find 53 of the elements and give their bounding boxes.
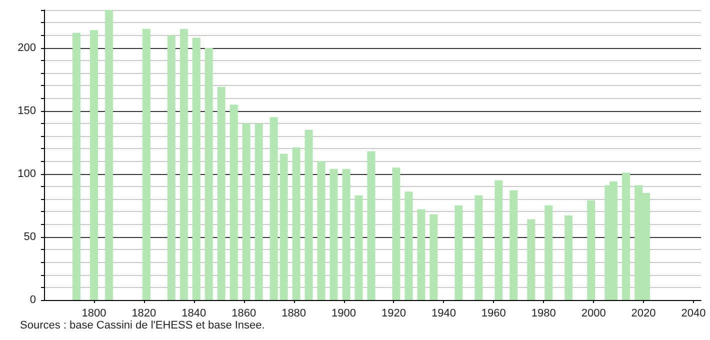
bar [622,172,630,300]
x-tick-label: 1960 [481,308,506,320]
bar [254,123,263,300]
bar [90,30,98,300]
bar [317,161,326,300]
bar [587,200,596,300]
bar [342,168,350,300]
y-tick-label: 200 [18,42,36,54]
bar [72,32,80,300]
x-tick-label: 1880 [282,308,306,320]
bar [280,154,288,300]
x-tick-label: 2040 [681,308,706,320]
y-tick-label: 50 [24,230,36,243]
x-tick-label: 1840 [182,308,206,320]
bar [142,28,150,300]
x-tick-label: 2000 [581,308,606,320]
bar [417,209,426,300]
bar [304,130,313,300]
bar [292,147,300,300]
source-note: Sources : base Cassini de l'EHESS et base Insee. [20,320,265,332]
bar [204,48,213,300]
bar [544,205,553,300]
x-tick-label: 1800 [82,308,106,320]
y-tick-label: 150 [18,104,36,117]
bar [242,123,250,300]
bar [564,216,573,300]
bar [430,214,438,300]
x-tick-label: 2020 [631,308,656,320]
x-tick-label: 1980 [531,308,556,320]
bar [230,104,238,300]
bar [404,192,413,300]
x-tick-label: 1900 [332,308,356,320]
bar [354,195,363,300]
bar [367,151,376,300]
bar [192,38,200,300]
bar [167,35,176,300]
x-tick-label: 1860 [232,308,256,320]
bar [454,205,463,300]
bar [510,190,518,300]
bar [217,86,226,300]
bar [494,180,503,300]
bar [270,117,278,300]
bar [392,168,400,300]
bar [180,28,188,300]
bar [527,219,536,300]
y-tick-label: 0 [30,294,36,306]
bar [474,195,483,300]
y-tick-label: 100 [18,168,36,180]
bar [104,10,113,300]
x-tick-label: 1820 [132,308,156,320]
x-tick-label: 1920 [381,308,406,320]
x-tick-label: 1940 [431,308,456,320]
bar [330,168,338,300]
